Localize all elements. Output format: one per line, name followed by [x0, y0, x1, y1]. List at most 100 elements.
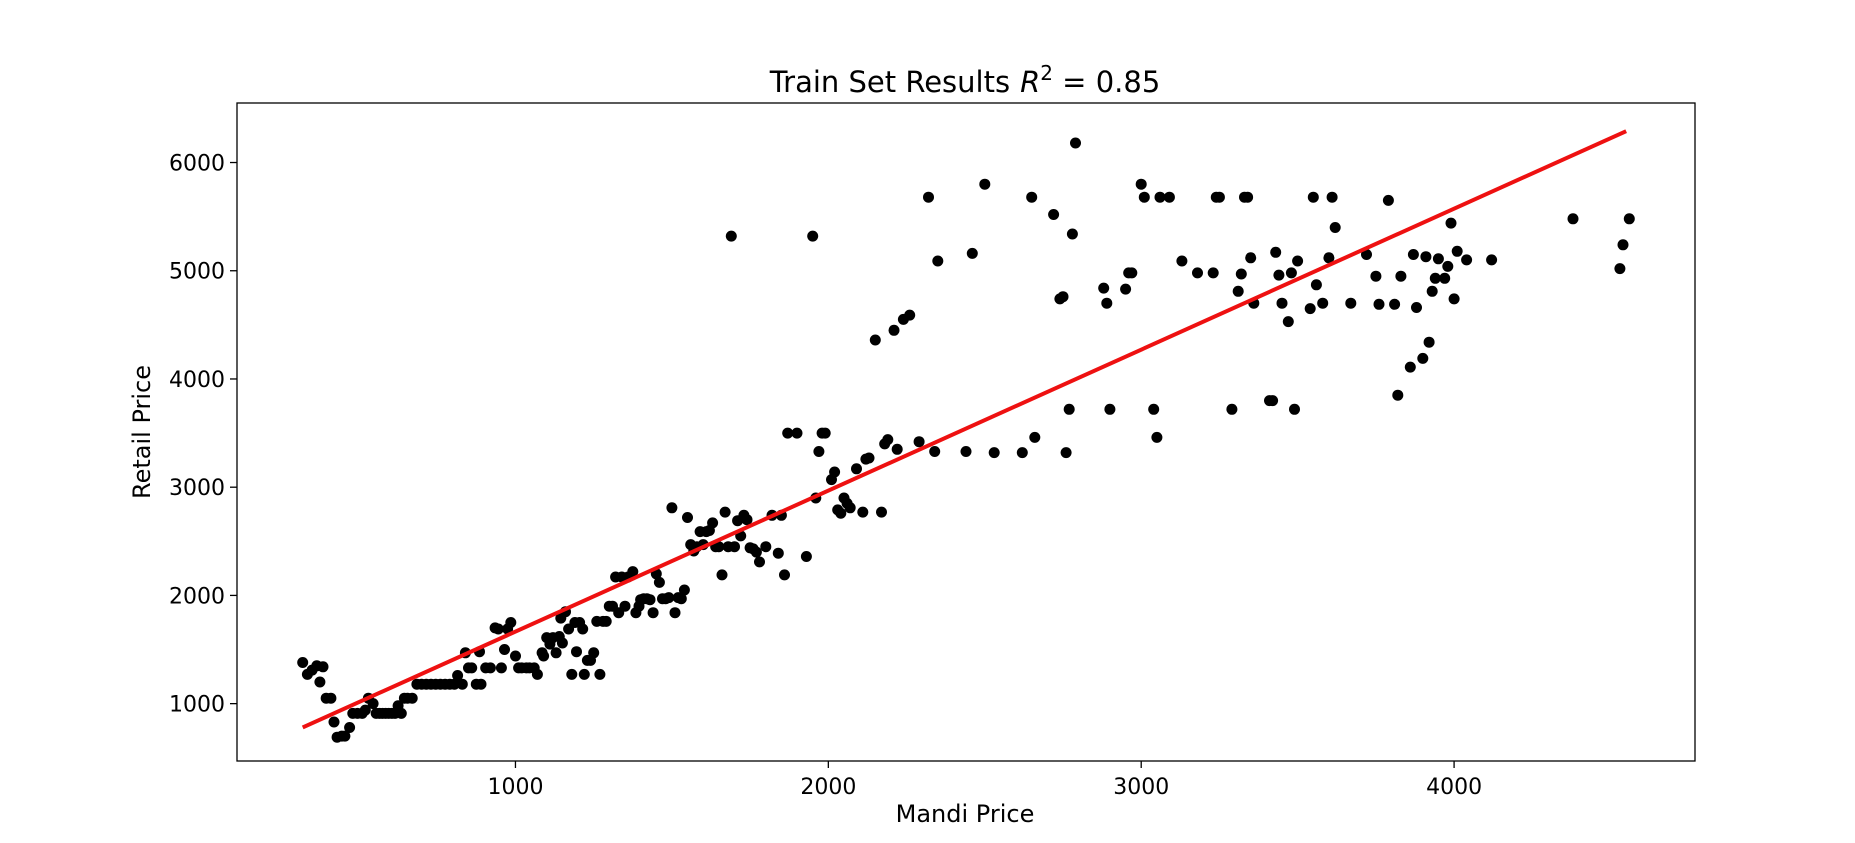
data-point: [1404, 361, 1416, 373]
data-point: [979, 178, 991, 190]
x-tick-label: 2000: [800, 775, 856, 800]
data-point: [1026, 191, 1038, 203]
data-point: [1163, 191, 1175, 203]
data-point: [499, 644, 510, 655]
data-point: [1310, 279, 1322, 291]
data-point: [1326, 191, 1338, 203]
data-point: [1289, 403, 1300, 415]
data-point: [1098, 282, 1110, 294]
data-point: [297, 657, 309, 668]
data-point: [1104, 403, 1116, 415]
chart-title-eq: = 0.85: [1053, 65, 1160, 99]
regression-line-group: [301, 129, 1627, 730]
data-point: [1432, 253, 1444, 265]
data-point: [882, 434, 894, 446]
data-point: [725, 230, 737, 242]
data-point: [1617, 239, 1629, 251]
data-point: [729, 541, 740, 553]
data-point: [1276, 297, 1288, 309]
data-point: [678, 584, 690, 596]
data-point: [863, 452, 875, 464]
data-point: [1016, 447, 1028, 459]
data-point: [1138, 191, 1150, 203]
data-point: [314, 676, 326, 688]
data-point: [452, 670, 464, 681]
data-point: [647, 607, 659, 619]
data-point: [505, 617, 517, 628]
data-point: [707, 517, 719, 529]
data-point: [1101, 297, 1113, 309]
data-point: [988, 447, 1000, 459]
data-point: [1226, 403, 1238, 415]
data-point: [1207, 267, 1219, 279]
data-point: [1461, 254, 1473, 266]
data-point: [406, 692, 418, 704]
data-point: [713, 541, 725, 553]
data-point: [1420, 251, 1432, 263]
x-axis-label: Mandi Price: [896, 800, 1035, 828]
data-point: [456, 678, 468, 690]
data-point: [317, 661, 329, 673]
data-point: [807, 230, 819, 242]
data-point: [495, 662, 507, 674]
data-point: [577, 623, 589, 635]
data-point: [1066, 228, 1078, 240]
data-point: [1323, 252, 1335, 264]
data-point: [1423, 336, 1435, 348]
data-point: [1373, 298, 1385, 310]
data-point: [1245, 252, 1257, 264]
data-points: [297, 137, 1635, 743]
data-point: [1361, 249, 1372, 260]
data-point: [466, 662, 478, 674]
data-point: [1429, 272, 1441, 284]
data-point: [1060, 447, 1072, 459]
data-point: [1282, 316, 1294, 328]
data-point: [395, 707, 407, 719]
data-point: [891, 443, 903, 455]
data-point: [666, 502, 678, 514]
data-point: [1213, 191, 1225, 203]
chart-title: Train Set Results R2 = 0.85: [769, 61, 1161, 99]
data-point: [1267, 395, 1279, 407]
x-tick-label: 4000: [1426, 775, 1482, 800]
data-point: [791, 427, 803, 439]
data-point: [1135, 178, 1147, 190]
chart-title-sup: 2: [1040, 61, 1053, 85]
data-point: [1232, 285, 1244, 297]
data-point: [1486, 254, 1498, 266]
data-point: [1192, 267, 1203, 279]
data-point: [344, 722, 356, 733]
data-point: [782, 427, 794, 439]
data-point: [531, 668, 543, 680]
data-point: [779, 569, 790, 581]
x-tick-label: 1000: [487, 775, 543, 800]
x-axis-ticks: 1000 2000 3000 4000: [487, 761, 1482, 800]
data-point: [1382, 194, 1394, 206]
data-point: [1292, 255, 1304, 267]
data-point: [1567, 213, 1579, 225]
data-point: [923, 191, 934, 203]
plot-background: [237, 103, 1695, 761]
data-point: [750, 546, 762, 558]
y-tick-label: 6000: [169, 152, 225, 177]
data-point: [904, 309, 916, 321]
data-point: [538, 650, 550, 662]
data-point: [550, 647, 562, 659]
data-point: [1304, 303, 1316, 315]
data-point: [1395, 270, 1407, 282]
data-point: [1285, 267, 1297, 279]
data-point: [851, 463, 862, 475]
data-point: [1154, 191, 1166, 203]
data-point: [1445, 217, 1457, 229]
data-point: [1329, 222, 1341, 233]
data-point: [716, 569, 728, 581]
data-point: [1063, 403, 1075, 415]
data-point: [835, 507, 847, 519]
data-point: [1048, 209, 1060, 220]
data-point: [1389, 298, 1401, 310]
data-point: [1176, 255, 1188, 267]
data-point: [675, 593, 687, 605]
data-point: [1270, 246, 1282, 258]
data-point: [1151, 431, 1163, 443]
